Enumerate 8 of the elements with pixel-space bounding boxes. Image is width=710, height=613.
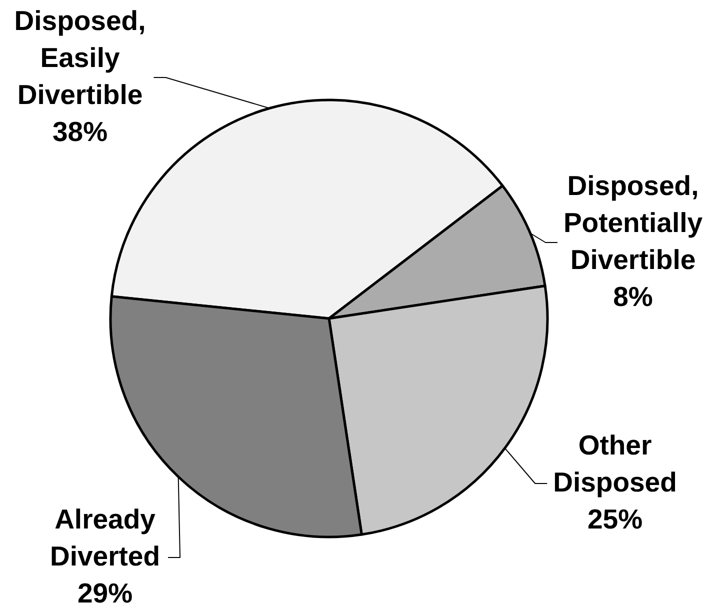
- data-label: 29%: [77, 578, 133, 608]
- slice-label: Other Disposed: [553, 430, 677, 498]
- data-label: 25%: [587, 504, 643, 534]
- slice-label: Already Diverted: [50, 504, 160, 572]
- data-label: 38%: [52, 116, 108, 147]
- slice-label: Disposed, Easily Divertible: [14, 5, 146, 110]
- data-label: 8%: [613, 281, 653, 312]
- slice-label: Disposed, Potentially Divertible: [563, 170, 704, 275]
